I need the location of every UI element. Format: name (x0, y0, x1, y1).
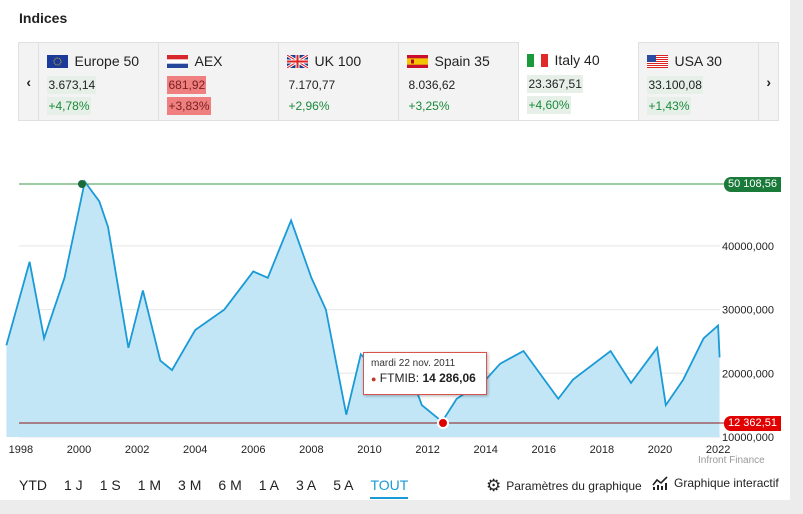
chart-tooltip: mardi 22 nov. 2011 ● FTMIB: 14 286,06 (363, 352, 487, 395)
series-line-ftmib (5, 179, 721, 424)
tab-value: 23.367,51 (527, 75, 583, 93)
page-background (0, 500, 803, 514)
range-1j[interactable]: 1 J (64, 477, 83, 493)
x-tick-label: 1998 (9, 444, 33, 456)
interactive-chart-label: Graphique interactif (674, 476, 779, 490)
x-tick-label: 2022 (706, 444, 730, 456)
chart-credit: Infront Finance (698, 455, 765, 466)
flag-us-icon (647, 54, 669, 68)
range-1m[interactable]: 1 M (137, 477, 162, 493)
range-6m[interactable]: 6 M (218, 477, 242, 493)
tab-usa-30[interactable]: USA 30 33.100,08 +1,43% (638, 43, 758, 120)
tab-value: 681,92 (167, 76, 207, 94)
tab-name: Europe 50 (74, 53, 140, 69)
chart-settings-button[interactable]: ⚙ Paramètres du graphique (486, 476, 642, 496)
flag-it-icon (527, 53, 549, 67)
y-tick-label: 10000,000 (722, 432, 774, 444)
y-tick-label: 40000,000 (722, 241, 774, 253)
tab-spain-35[interactable]: Spain 35 8.036,62 +3,25% (398, 43, 518, 120)
tab-value: 33.100,08 (647, 76, 703, 94)
tab-value: 8.036,62 (408, 78, 456, 92)
range-3a[interactable]: 3 A (295, 477, 317, 493)
x-tick-label: 2010 (357, 444, 381, 456)
flag-eu-icon (47, 54, 69, 68)
tooltip-value: 14 286,06 (422, 371, 476, 385)
x-tick-label: 2008 (299, 444, 323, 456)
x-tick-label: 2000 (67, 444, 91, 456)
tab-change: +4,60% (527, 96, 571, 114)
y-tick-label: 30000,000 (722, 305, 774, 317)
area-fill (6, 181, 720, 437)
flag-uk-icon (286, 53, 310, 69)
range-5a[interactable]: 5 A (333, 477, 354, 493)
tab-change: +4,78% (47, 97, 91, 115)
x-tick-label: 2016 (532, 444, 556, 456)
chevron-left-icon[interactable]: ‹ (26, 73, 32, 90)
x-tick-label: 2014 (473, 444, 497, 456)
min-value-badge: 12 362,51 (724, 416, 781, 431)
x-tick-label: 2006 (241, 444, 265, 456)
flag-es-icon (407, 54, 429, 68)
x-tick-label: 2002 (125, 444, 149, 456)
scroll-gutter (790, 0, 803, 514)
tab-change: +2,96% (288, 99, 330, 113)
gear-icon: ⚙ (486, 476, 502, 495)
x-tick-label: 2012 (415, 444, 439, 456)
range-tout[interactable]: TOUT (370, 477, 409, 499)
range-selector: YTD 1 J 1 S 1 M 3 M 6 M 1 A 3 A 5 A TOUT (19, 477, 425, 499)
tab-value: 7.170,77 (288, 78, 336, 92)
chart-settings-label: Paramètres du graphique (506, 479, 642, 493)
range-ytd[interactable]: YTD (19, 477, 47, 493)
x-tick-label: 2018 (590, 444, 614, 456)
tab-name: UK 100 (314, 53, 362, 69)
tab-italy-40[interactable]: Italy 40 23.367,51 +4,60% (518, 42, 639, 120)
tab-change: +1,43% (647, 97, 691, 115)
x-tick-label: 2020 (648, 444, 672, 456)
x-tick-label: 2004 (183, 444, 207, 456)
range-3m[interactable]: 3 M (178, 477, 202, 493)
tab-value: 3.673,14 (47, 76, 97, 94)
tooltip-series: FTMIB: (379, 371, 420, 385)
flag-nl-icon (167, 54, 189, 68)
tab-uk-100[interactable]: UK 100 7.170,77 +2,96% (278, 43, 398, 120)
chevron-right-icon[interactable]: › (758, 43, 778, 120)
interactive-chart-button[interactable]: Graphique interactif (652, 476, 779, 490)
price-chart[interactable]: 10000,000 20000,000 30000,000 40000,000 1998… (0, 150, 790, 470)
section-title: Indices (19, 10, 68, 26)
range-1a[interactable]: 1 A (258, 477, 279, 493)
tab-name: USA 30 (674, 53, 722, 69)
tab-name: AEX (194, 53, 223, 69)
tab-change: +3,83% (167, 97, 211, 115)
tab-aex[interactable]: AEX 681,92 +3,83% (158, 43, 278, 120)
max-value-badge: 50 108,56 (724, 177, 781, 192)
tab-change: +3,25% (408, 99, 450, 113)
y-tick-label: 20000,000 (722, 368, 774, 380)
min-point (437, 417, 449, 429)
tab-name: Italy 40 (554, 52, 600, 68)
tab-name: Spain 35 (434, 53, 490, 69)
tab-europe-50[interactable]: Europe 50 3.673,14 +4,78% (38, 43, 158, 120)
index-tabs: ‹ Europe 50 3.673,14 +4,78% AEX 681,92 +3,83%… (18, 42, 779, 121)
series-dot-icon: ● (371, 374, 377, 384)
range-1s[interactable]: 1 S (99, 477, 121, 493)
max-point (78, 180, 86, 188)
tooltip-date: mardi 22 nov. 2011 (371, 358, 456, 369)
chart-trend-icon (652, 476, 668, 490)
